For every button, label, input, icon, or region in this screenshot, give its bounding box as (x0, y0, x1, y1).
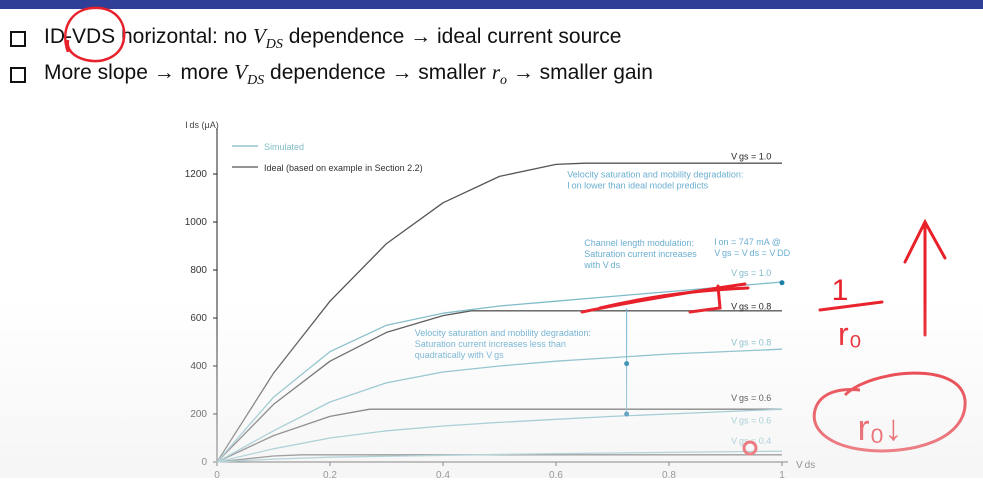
bullet-2-part-c: → smaller gain (507, 61, 653, 85)
x-tick-label: 0 (214, 470, 220, 478)
x-axis-label: V ds (796, 460, 815, 471)
curve-label: V gs = 0.6 (731, 416, 771, 426)
bullet-2-part-b: dependence → smaller (264, 61, 492, 85)
data-marker (779, 280, 785, 286)
vds-symbol: V (234, 60, 248, 85)
pen-circle-annotation (64, 6, 126, 63)
series-line-5 (216, 348, 783, 463)
x-tick-label: 0.8 (662, 470, 676, 478)
pen-fraction-bar (818, 300, 884, 312)
bullet-2-part-a: More slope → more (44, 61, 235, 85)
bullet-box-icon (10, 67, 26, 83)
ro-subscript: o (500, 73, 508, 89)
series-line-7 (216, 450, 783, 463)
bullet-2-text: More slope → more VDS dependence → small… (44, 60, 653, 89)
series-line-4 (216, 281, 783, 463)
bullet-1-part-b: dependence → ideal current source (282, 25, 622, 49)
annotation-text: Saturation current increases (584, 249, 697, 259)
y-tick-label: 1000 (185, 217, 208, 228)
legend-label: Ideal (based on example in Section 2.2) (264, 163, 423, 173)
annotation-text: Channel length modulation: (584, 238, 694, 248)
legend-label: Simulated (264, 142, 304, 152)
y-tick-label: 400 (190, 361, 207, 372)
y-axis-label: I ds (μA) (185, 120, 219, 130)
curve-label: V gs = 0.8 (731, 338, 771, 348)
pen-circled-ro-down: r₀↓ (858, 407, 903, 448)
x-tick-label: 0.4 (436, 470, 450, 478)
annotation-text: quadratically with V gs (415, 350, 504, 360)
title-bar-stripe (0, 0, 983, 9)
pen-fraction-numerator: 1 (832, 274, 849, 307)
vds-subscript: DS (247, 73, 265, 89)
bullet-box-icon (10, 31, 26, 47)
curve-label: V gs = 0.8 (731, 302, 771, 312)
annotation-text: I on lower than ideal model predicts (567, 181, 708, 191)
bullet-1-part-a: ID-VDS horizontal: no (44, 25, 253, 49)
pen-fraction-denominator: r₀ (838, 316, 862, 352)
pen-up-arrow (903, 218, 947, 337)
data-marker (624, 411, 630, 417)
data-marker (624, 361, 630, 367)
x-tick-label: 1 (779, 470, 785, 478)
y-tick-label: 600 (190, 313, 207, 324)
y-tick-label: 0 (201, 457, 207, 468)
y-tick-label: 800 (190, 265, 207, 276)
annotation-text: Velocity saturation and mobility degrada… (415, 328, 591, 338)
x-tick-label: 0.2 (323, 470, 337, 478)
annotation-text: I on = 747 mA @ (714, 237, 781, 247)
annotation-text: V gs = V ds = V DD (714, 248, 790, 258)
bullet-1: ID-VDS horizontal: no VDS dependence → i… (10, 22, 621, 56)
bullet-1-text: ID-VDS horizontal: no VDS dependence → i… (44, 24, 621, 53)
annotation-text: Saturation current increases less than (415, 339, 566, 349)
x-tick-label: 0.6 (549, 470, 563, 478)
annotation-text: with V ds (583, 260, 620, 270)
bullet-2: More slope → more VDS dependence → small… (10, 58, 653, 92)
pen-slope-strokes (580, 282, 750, 314)
ro-symbol: r (491, 60, 501, 85)
vds-subscript: DS (265, 37, 283, 53)
vds-symbol: V (252, 24, 266, 49)
series-line-0 (216, 162, 782, 463)
curve-label: V gs = 1.0 (731, 268, 771, 278)
curve-label: V gs = 0.6 (731, 393, 771, 403)
curve-label: V gs = 1.0 (731, 152, 771, 162)
y-tick-label: 200 (190, 409, 207, 420)
annotation-text: Velocity saturation and mobility degrada… (567, 170, 743, 180)
y-tick-label: 1200 (185, 169, 208, 180)
